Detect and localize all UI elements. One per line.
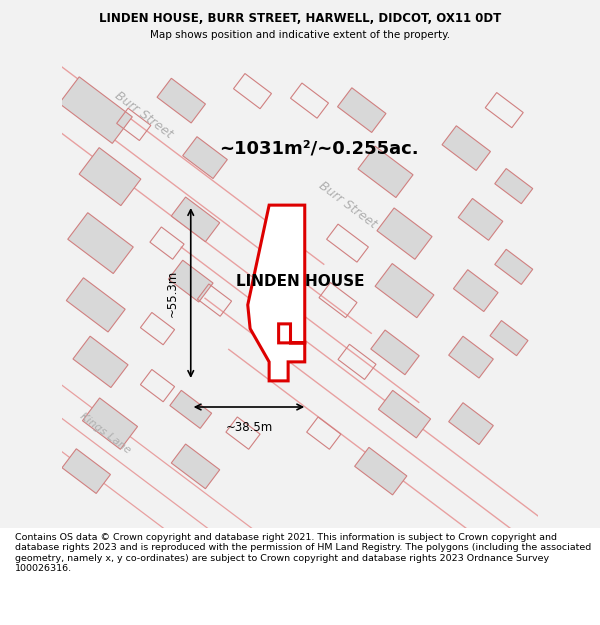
Text: ~38.5m: ~38.5m xyxy=(226,421,272,434)
Polygon shape xyxy=(358,146,413,198)
Polygon shape xyxy=(454,270,498,311)
Polygon shape xyxy=(59,77,133,143)
Text: ~1031m²/~0.255ac.: ~1031m²/~0.255ac. xyxy=(219,139,419,157)
Text: Burr Street: Burr Street xyxy=(316,179,379,231)
Polygon shape xyxy=(182,137,227,179)
Polygon shape xyxy=(171,444,220,489)
Polygon shape xyxy=(449,402,493,444)
Polygon shape xyxy=(338,88,386,132)
Polygon shape xyxy=(371,330,419,375)
Polygon shape xyxy=(62,449,110,494)
Polygon shape xyxy=(495,169,533,204)
Text: LINDEN HOUSE, BURR STREET, HARWELL, DIDCOT, OX11 0DT: LINDEN HOUSE, BURR STREET, HARWELL, DIDC… xyxy=(99,12,501,24)
Polygon shape xyxy=(375,264,434,318)
Polygon shape xyxy=(67,278,125,332)
Polygon shape xyxy=(68,213,133,274)
Polygon shape xyxy=(355,448,407,495)
Text: ~55.3m: ~55.3m xyxy=(166,269,179,317)
Polygon shape xyxy=(169,260,213,302)
Polygon shape xyxy=(171,197,220,242)
Polygon shape xyxy=(170,391,212,428)
Text: Kings Lane: Kings Lane xyxy=(78,411,133,456)
Text: Contains OS data © Crown copyright and database right 2021. This information is : Contains OS data © Crown copyright and d… xyxy=(15,533,591,573)
Polygon shape xyxy=(82,398,137,449)
Polygon shape xyxy=(495,249,533,284)
Polygon shape xyxy=(157,78,205,123)
Polygon shape xyxy=(73,336,128,388)
Text: LINDEN HOUSE: LINDEN HOUSE xyxy=(236,274,364,289)
Polygon shape xyxy=(248,205,305,381)
Polygon shape xyxy=(449,336,493,378)
Polygon shape xyxy=(379,391,431,438)
Polygon shape xyxy=(490,321,528,356)
Polygon shape xyxy=(458,199,503,240)
Polygon shape xyxy=(377,208,432,259)
Text: Map shows position and indicative extent of the property.: Map shows position and indicative extent… xyxy=(150,30,450,40)
Polygon shape xyxy=(79,148,141,206)
Text: Burr Street: Burr Street xyxy=(112,89,175,141)
Polygon shape xyxy=(442,126,490,171)
